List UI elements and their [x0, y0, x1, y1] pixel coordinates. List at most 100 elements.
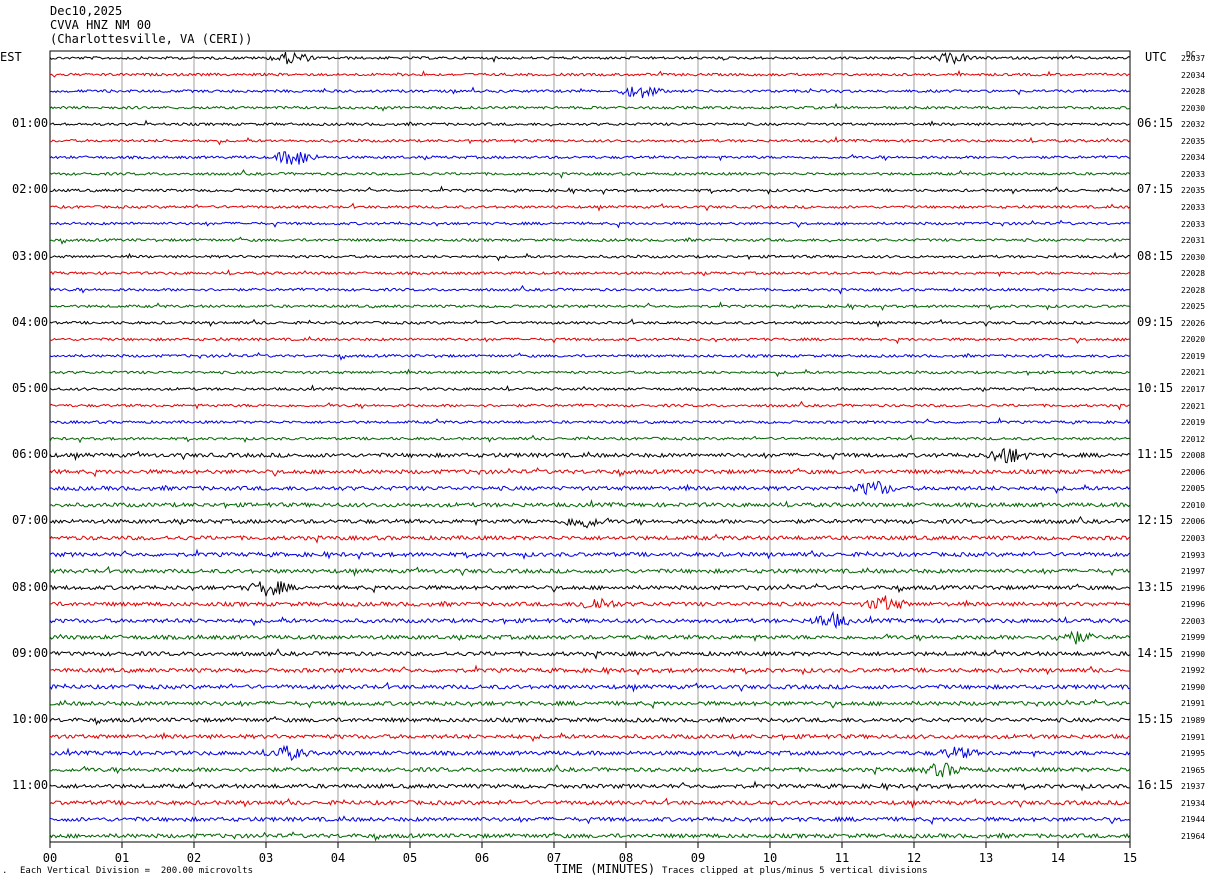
dc-offset-label: 22034 — [1181, 153, 1206, 163]
dc-offset-label: 22033 — [1181, 202, 1206, 212]
x-tick-label: 08 — [618, 851, 634, 865]
seismic-trace — [49, 698, 1131, 710]
seismic-trace — [49, 269, 1131, 278]
dc-offset-label: 22028 — [1181, 87, 1206, 97]
seismic-trace — [49, 400, 1131, 411]
seismic-trace — [50, 251, 1131, 262]
left-time-label: 02:00 — [12, 182, 49, 197]
seismic-trace — [49, 581, 1131, 597]
dc-offset-label: 22019 — [1181, 418, 1206, 428]
scale-note: Each Vertical Division = 200.00 microvol… — [20, 866, 253, 876]
seismic-trace — [49, 368, 1131, 378]
dc-offset-label: 22017 — [1181, 385, 1206, 394]
dc-offset-label: 22010 — [1181, 500, 1206, 510]
right-time-label: 14:15 — [1137, 645, 1174, 660]
dc-offset-label: 22021 — [1181, 401, 1206, 411]
dc-offset-label: 21996 — [1181, 600, 1206, 610]
right-time-label: 13:15 — [1137, 579, 1174, 594]
x-axis-title: TIME (MINUTES) — [554, 862, 656, 876]
right-time-label: 06:15 — [1137, 116, 1174, 131]
seismic-trace — [49, 762, 1131, 778]
dc-offset-label: 22006 — [1181, 467, 1206, 477]
right-time-label: 16:15 — [1137, 778, 1174, 793]
left-time-label: 11:00 — [12, 778, 49, 793]
right-time-label: 15:15 — [1137, 712, 1174, 726]
x-tick-label: 12 — [906, 851, 922, 865]
seismic-trace — [49, 565, 1131, 578]
x-tick-label: 09 — [690, 851, 706, 865]
x-tick-label: 13 — [978, 851, 994, 865]
dc-offset-label: 21992 — [1181, 666, 1206, 676]
station-code: CVVA HNZ NM 00 — [50, 18, 152, 32]
dc-offset-label: 22034 — [1181, 70, 1206, 80]
dc-offset-label: 22030 — [1181, 252, 1206, 262]
dc-offset-label: 22028 — [1181, 285, 1206, 295]
right-timezone-label: UTC — [1145, 50, 1167, 64]
seismic-trace — [49, 51, 1131, 65]
seismic-trace — [49, 797, 1131, 809]
left-time-label: 07:00 — [12, 513, 49, 528]
dc-offset-label: 22025 — [1181, 302, 1206, 312]
right-time-label: 10:15 — [1137, 381, 1174, 395]
seismic-trace — [49, 515, 1131, 529]
dc-offset-label: 21991 — [1181, 732, 1206, 742]
dc-offset-label: 22028 — [1181, 269, 1206, 279]
dc-offset-label: 22003 — [1181, 533, 1206, 543]
dc-offset-label: 22033 — [1181, 169, 1206, 179]
seismic-trace — [49, 102, 1131, 112]
seismic-trace — [49, 467, 1131, 478]
right-time-label: 11:15 — [1137, 447, 1174, 462]
plot-date: Dec10,2025 — [50, 4, 123, 18]
x-tick-label: 07 — [546, 851, 562, 865]
left-time-label: 03:00 — [12, 248, 49, 263]
dc-offset-label: 22008 — [1181, 451, 1206, 461]
left-time-label: 06:00 — [12, 447, 49, 462]
left-time-label: 10:00 — [12, 712, 49, 726]
seismic-trace — [49, 780, 1130, 792]
x-tick-label: 01 — [114, 851, 130, 865]
left-time-label: 01:00 — [12, 116, 49, 131]
dc-offset-label: 22031 — [1181, 236, 1206, 246]
dc-offset-label: 22006 — [1181, 517, 1206, 527]
seismic-trace — [49, 831, 1131, 842]
station-location: (Charlottesville, VA (CERI)) — [50, 32, 253, 46]
seismic-trace — [49, 202, 1131, 212]
left-time-label: 09:00 — [12, 645, 49, 660]
seismic-trace — [49, 648, 1131, 660]
dc-offset-label: 21995 — [1181, 749, 1206, 759]
x-tick-label: 00 — [42, 851, 58, 865]
x-tick-label: 02 — [186, 851, 202, 865]
dc-offset-label: 21944 — [1181, 815, 1206, 825]
seismic-trace — [49, 480, 1131, 496]
left-time-label: 08:00 — [12, 579, 49, 594]
dc-offset-label: 22012 — [1181, 434, 1206, 444]
dc-offset-label: 22032 — [1181, 120, 1206, 130]
left-time-label: 05:00 — [12, 381, 49, 395]
dc-offset-label: 22035 — [1181, 186, 1206, 196]
x-tick-label: 05 — [402, 851, 418, 865]
seismic-trace — [49, 185, 1131, 196]
seismic-trace — [49, 715, 1131, 726]
dc-offset-label: 22035 — [1181, 136, 1206, 146]
dc-offset-label: 21989 — [1181, 716, 1206, 725]
x-tick-label: 10 — [762, 851, 778, 865]
left-timezone-label: EST — [0, 50, 22, 64]
seismic-trace — [49, 169, 1131, 179]
dc-offset-label: 21990 — [1181, 682, 1206, 692]
seismic-trace — [49, 664, 1131, 676]
dc-offset-label: 21964 — [1181, 831, 1206, 841]
right-time-label: 12:15 — [1137, 513, 1174, 528]
seismic-trace — [49, 351, 1131, 361]
left-time-label: 04:00 — [12, 314, 49, 329]
seismic-trace — [49, 318, 1131, 328]
seismic-trace — [49, 284, 1131, 295]
dc-offset-label: 22030 — [1181, 103, 1206, 113]
seismic-trace — [49, 744, 1131, 761]
x-tick-label: 04 — [330, 851, 346, 865]
seismic-trace — [49, 301, 1131, 312]
seismic-trace — [49, 447, 1131, 464]
seismic-trace — [49, 499, 1131, 510]
dc-offset-label: 22033 — [1181, 219, 1206, 229]
seismic-trace — [49, 630, 1131, 645]
